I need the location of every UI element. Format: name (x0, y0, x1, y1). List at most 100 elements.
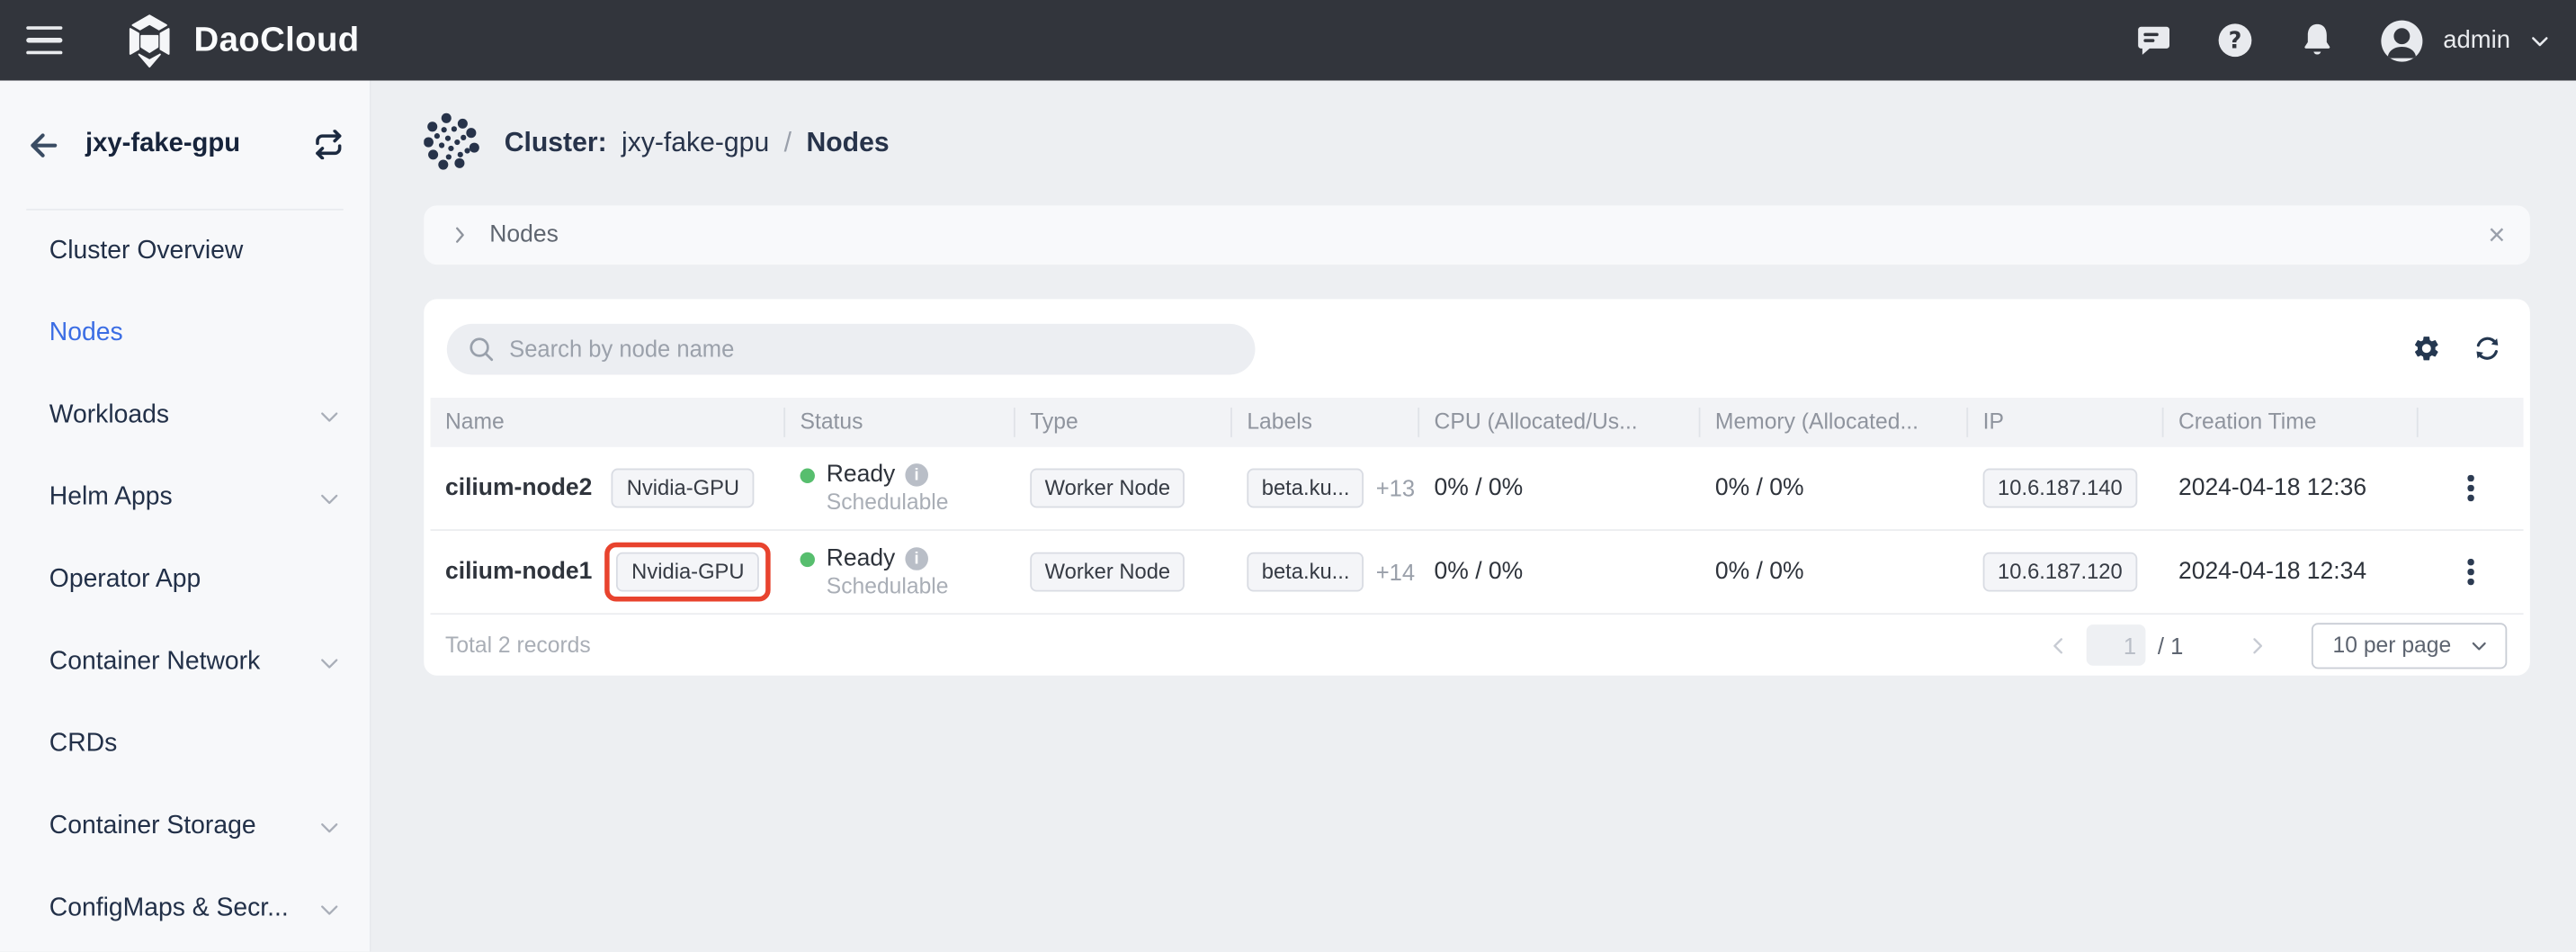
label-chip[interactable]: beta.ku... (1247, 552, 1364, 590)
labels-more-count[interactable]: +14 (1376, 559, 1415, 585)
page-size-value: 10 per page (2333, 633, 2452, 657)
search-icon (467, 333, 496, 364)
page-number-input[interactable]: 1 (2087, 624, 2146, 666)
search-box[interactable] (447, 323, 1256, 374)
hamburger-menu-icon[interactable] (26, 26, 62, 55)
column-header-name: Name (431, 408, 786, 437)
sidebar-item-crds[interactable]: CRDs (0, 704, 370, 786)
switch-icon (314, 130, 344, 159)
cpu-value: 0% / 0% (1419, 559, 1700, 585)
chevron-down-icon (318, 403, 342, 427)
column-settings-button[interactable] (2411, 334, 2441, 364)
sidebar-cluster-name: jxy-fake-gpu (85, 130, 289, 159)
sidebar-item-configmaps-secrets[interactable]: ConfigMaps & Secr... (0, 867, 370, 949)
username-label: admin (2443, 26, 2510, 54)
chevron-down-icon (318, 814, 342, 839)
notifications-button[interactable] (2299, 22, 2337, 59)
sidebar: jxy-fake-gpu Cluster Overview Nodes (0, 80, 371, 951)
avatar-icon (2381, 19, 2423, 61)
tab-bar: Nodes × (424, 205, 2530, 265)
cpu-value: 0% / 0% (1419, 475, 1700, 501)
close-icon[interactable]: × (2488, 220, 2505, 250)
column-header-actions (2419, 408, 2524, 437)
row-actions-kebab-icon[interactable] (2460, 551, 2482, 593)
table-header-row: Name Status Type Labels CPU (Allocated/U… (431, 398, 2524, 447)
sidebar-item-workloads[interactable]: Workloads (0, 374, 370, 456)
row-actions-kebab-icon[interactable] (2460, 467, 2482, 509)
ip-chip: 10.6.187.140 (1983, 469, 2138, 507)
info-icon[interactable]: i (905, 547, 928, 570)
chevron-down-icon (318, 650, 342, 674)
chevron-right-icon (2246, 633, 2269, 657)
tab-nodes[interactable]: Nodes (489, 222, 559, 248)
column-header-creation-time: Creation Time (2164, 408, 2419, 437)
sidebar-item-container-storage[interactable]: Container Storage (0, 786, 370, 867)
search-input[interactable] (509, 336, 1235, 362)
breadcrumb-cluster-name[interactable]: jxy-fake-gpu (622, 128, 769, 159)
arrow-left-icon (26, 128, 60, 162)
column-header-status: Status (785, 408, 1015, 437)
back-button[interactable] (26, 128, 60, 162)
feedback-button[interactable] (2136, 22, 2172, 58)
creation-time: 2024-04-18 12:36 (2164, 475, 2419, 501)
breadcrumb: Cluster: jxy-fake-gpu / Nodes (505, 128, 890, 159)
refresh-button[interactable] (2473, 334, 2502, 364)
svg-text:?: ? (2229, 27, 2242, 54)
sidebar-item-container-network[interactable]: Container Network (0, 621, 370, 703)
next-page-button[interactable] (2246, 633, 2269, 657)
help-icon: ? (2216, 22, 2254, 59)
highlight-annotation: Nvidia-GPU (605, 543, 771, 600)
gear-icon (2411, 334, 2441, 364)
node-type-tag: Worker Node (1030, 469, 1185, 507)
table-footer: Total 2 records 1 / 1 (424, 615, 2530, 676)
refresh-icon (2473, 334, 2502, 364)
topbar: DaoCloud ? (0, 0, 2576, 80)
cluster-prefix-label: Cluster: (505, 128, 607, 159)
status-text: Ready (827, 545, 896, 571)
node-type-tag: Worker Node (1030, 552, 1185, 590)
table-toolbar (424, 299, 2530, 398)
switch-cluster-button[interactable] (314, 130, 344, 159)
page-size-select[interactable]: 10 per page (2312, 622, 2507, 668)
gpu-tag: Nvidia-GPU (612, 469, 754, 507)
node-name[interactable]: cilium-node1 (445, 559, 592, 585)
column-header-memory: Memory (Allocated... (1700, 408, 1968, 437)
labels-more-count[interactable]: +13 (1376, 475, 1415, 501)
breadcrumb-separator: / (784, 128, 792, 159)
status-dot (801, 468, 815, 482)
chat-icon (2136, 22, 2172, 58)
pagination: 1 / 1 10 per page (2048, 622, 2508, 668)
ip-chip: 10.6.187.120 (1983, 552, 2138, 590)
breadcrumb-current-page: Nodes (806, 128, 889, 159)
column-header-ip: IP (1968, 408, 2163, 437)
prev-page-button[interactable] (2048, 633, 2071, 657)
chevron-left-icon (2048, 633, 2071, 657)
sidebar-nav: Cluster Overview Nodes Workloads Helm Ap… (0, 211, 370, 950)
user-menu-toggle[interactable] (2528, 29, 2552, 52)
sidebar-item-cluster-overview[interactable]: Cluster Overview (0, 211, 370, 292)
schedulable-text: Schedulable (827, 489, 949, 514)
memory-value: 0% / 0% (1700, 559, 1968, 585)
user-menu[interactable] (2381, 19, 2423, 61)
table-row: cilium-node2 Nvidia-GPU Ready i Schedula… (431, 447, 2524, 531)
sidebar-item-helm-apps[interactable]: Helm Apps (0, 457, 370, 539)
node-name[interactable]: cilium-node2 (445, 475, 592, 501)
brand[interactable]: DaoCloud (121, 13, 359, 68)
column-header-cpu: CPU (Allocated/Us... (1419, 408, 1700, 437)
info-icon[interactable]: i (905, 463, 928, 487)
sidebar-item-nodes[interactable]: Nodes (0, 292, 370, 374)
daocloud-logo-icon (121, 13, 177, 68)
nodes-card: Name Status Type Labels CPU (Allocated/U… (424, 299, 2530, 675)
help-button[interactable]: ? (2216, 22, 2254, 59)
brand-name: DaoCloud (194, 21, 360, 60)
chevron-down-icon (318, 486, 342, 510)
total-records-label: Total 2 records (445, 633, 591, 657)
chevron-right-icon[interactable] (449, 223, 472, 247)
sidebar-item-operator-app[interactable]: Operator App (0, 539, 370, 621)
page-total-label: / 1 (2158, 632, 2183, 658)
page-header: Cluster: jxy-fake-gpu / Nodes (371, 80, 2576, 205)
memory-value: 0% / 0% (1700, 475, 1968, 501)
status-text: Ready (827, 462, 896, 488)
creation-time: 2024-04-18 12:34 (2164, 559, 2419, 585)
label-chip[interactable]: beta.ku... (1247, 469, 1364, 507)
